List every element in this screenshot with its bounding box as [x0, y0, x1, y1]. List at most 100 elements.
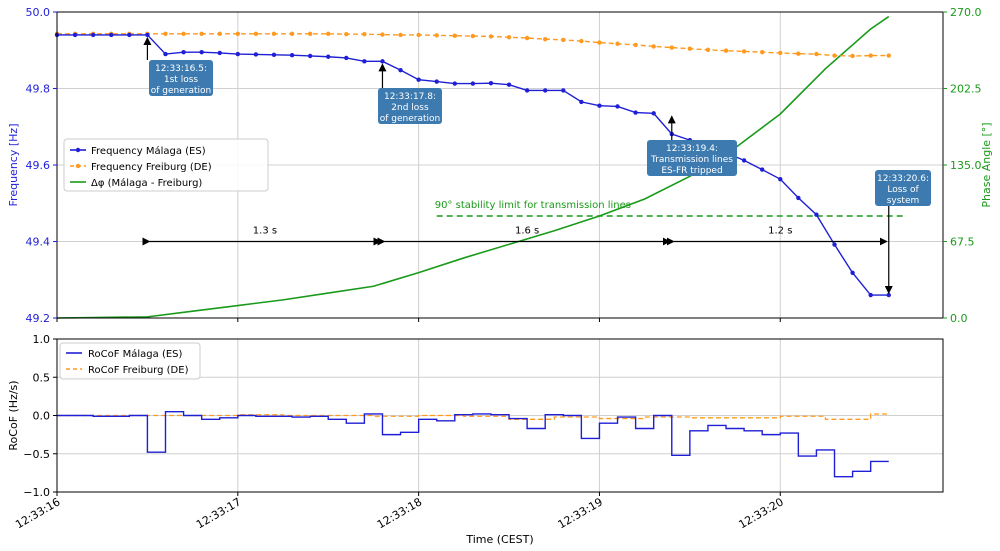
event-box-0 — [149, 60, 213, 96]
point-freiburg-31 — [615, 41, 620, 46]
point-freiburg-40 — [778, 50, 783, 56]
x-tick-label-2: 12:33:18 — [375, 495, 424, 531]
point-malaga-25 — [506, 82, 512, 87]
event-line3-2: ES-FR tripped — [661, 166, 722, 176]
series-phase-angle — [56, 15, 890, 319]
event-line3-0: of generation — [151, 86, 211, 96]
point-freiburg-26 — [524, 35, 530, 41]
y2-tick-label-4: 270.0 — [950, 6, 982, 19]
point-malaga-19 — [398, 67, 403, 73]
point-malaga-23 — [470, 81, 476, 86]
point-malaga-39 — [759, 167, 765, 172]
top-legend-label-1: Frequency Freiburg (DE) — [91, 162, 212, 173]
event-line2-1: 2nd loss — [391, 103, 429, 113]
point-freiburg-42 — [814, 51, 819, 57]
series-rocof-malaga — [57, 410, 889, 478]
point-freiburg-41 — [796, 51, 801, 56]
x-tick-label-0: 12:33:16 — [13, 495, 62, 531]
point-freiburg-36 — [705, 47, 711, 53]
point-malaga-27 — [543, 88, 548, 93]
series-freiburg — [57, 33, 889, 57]
point-freiburg-11 — [253, 31, 259, 37]
point-freiburg-21 — [434, 33, 439, 38]
top-legend-marker-0 — [75, 147, 81, 153]
event-box-2 — [647, 140, 737, 176]
bottom-legend-box — [59, 342, 201, 380]
event-line1-3: 12:33:20.6: — [877, 174, 929, 184]
point-malaga-44 — [850, 270, 855, 276]
point-malaga-6 — [163, 51, 168, 57]
point-freiburg-44 — [850, 53, 855, 59]
interval-label-2: 1.2 s — [768, 226, 792, 237]
point-freiburg-43 — [832, 53, 837, 58]
y2-tick-label-3: 202.5 — [950, 83, 982, 96]
event-box-1 — [378, 88, 442, 124]
point-freiburg-12 — [271, 31, 277, 37]
x-tick-label-4: 12:33:20 — [736, 495, 785, 531]
y-tick-label-0: 49.2 — [26, 312, 51, 325]
point-freiburg-35 — [687, 46, 693, 51]
series-rocof-freiburg — [57, 413, 889, 420]
point-freiburg-24 — [488, 34, 494, 39]
point-freiburg-38 — [741, 49, 747, 54]
bottom-y-tick-label-1: −0.5 — [23, 448, 50, 461]
x-tick-label-3: 12:33:19 — [556, 495, 605, 531]
top-legend-label-0: Frequency Málaga (ES) — [91, 145, 206, 157]
point-malaga-29 — [579, 99, 584, 105]
point-freiburg-10 — [235, 31, 241, 37]
y2-tick-label-1: 67.5 — [950, 236, 975, 249]
y2-tick-label-0: 0.0 — [950, 312, 968, 325]
point-malaga-17 — [362, 59, 367, 64]
point-freiburg-19 — [398, 32, 403, 38]
bottom-y-axis-label: RoCoF (Hz/s) — [7, 380, 20, 450]
point-malaga-10 — [235, 51, 241, 57]
y-tick-label-1: 49.4 — [26, 236, 51, 249]
y-tick-label-2: 49.6 — [26, 159, 51, 172]
event-line2-2: Transmission lines — [650, 155, 733, 165]
point-malaga-15 — [326, 54, 331, 59]
point-freiburg-34 — [669, 45, 674, 50]
point-malaga-46 — [886, 292, 891, 298]
y2-axis-label: Phase Angle [°] — [980, 122, 993, 207]
point-malaga-3 — [109, 32, 114, 38]
bottom-legend-label-0: RoCoF Málaga (ES) — [88, 348, 183, 360]
point-freiburg-6 — [163, 31, 168, 37]
event-line2-3: Loss of — [887, 185, 919, 195]
point-freiburg-46 — [886, 53, 891, 58]
point-freiburg-29 — [579, 38, 584, 44]
point-malaga-2 — [90, 32, 96, 38]
point-malaga-32 — [633, 110, 638, 115]
point-freiburg-18 — [380, 32, 385, 37]
event-line3-1: of generation — [380, 114, 440, 124]
point-freiburg-16 — [344, 31, 349, 37]
point-malaga-31 — [615, 104, 620, 109]
bottom-y-tick-label-4: 1.0 — [33, 333, 51, 346]
point-malaga-9 — [217, 50, 222, 56]
point-malaga-28 — [561, 88, 566, 93]
point-malaga-40 — [778, 176, 783, 182]
point-malaga-38 — [741, 158, 747, 163]
point-malaga-14 — [307, 53, 313, 59]
top-legend-marker-1 — [75, 163, 81, 169]
point-malaga-8 — [199, 49, 204, 55]
point-freiburg-28 — [561, 37, 566, 43]
top-panel: 90° stability limit for transmission lin… — [7, 6, 993, 325]
point-freiburg-9 — [217, 31, 222, 37]
point-malaga-30 — [597, 103, 602, 108]
point-freiburg-25 — [506, 35, 512, 40]
bottom-panel: −1.0 −0.5 0.0 0.5 1.0 12:33:16 12:33:17 12:33:1… — [7, 333, 944, 546]
y-tick-label-3: 49.8 — [26, 83, 51, 96]
point-freiburg-45 — [868, 53, 873, 58]
point-malaga-45 — [868, 292, 873, 298]
point-freiburg-15 — [326, 31, 331, 37]
point-malaga-4 — [127, 32, 132, 38]
x-tick-label-1: 12:33:17 — [194, 495, 243, 531]
event-line2-0: 1st loss — [164, 75, 199, 85]
event-line3-3: system — [887, 196, 920, 206]
y2-tick-label-2: 135.0 — [950, 159, 982, 172]
point-malaga-24 — [488, 80, 494, 86]
bottom-legend-label-1: RoCoF Freiburg (DE) — [88, 365, 189, 376]
stability-limit-label: 90° stability limit for transmission lin… — [435, 200, 631, 211]
point-freiburg-7 — [181, 31, 186, 37]
